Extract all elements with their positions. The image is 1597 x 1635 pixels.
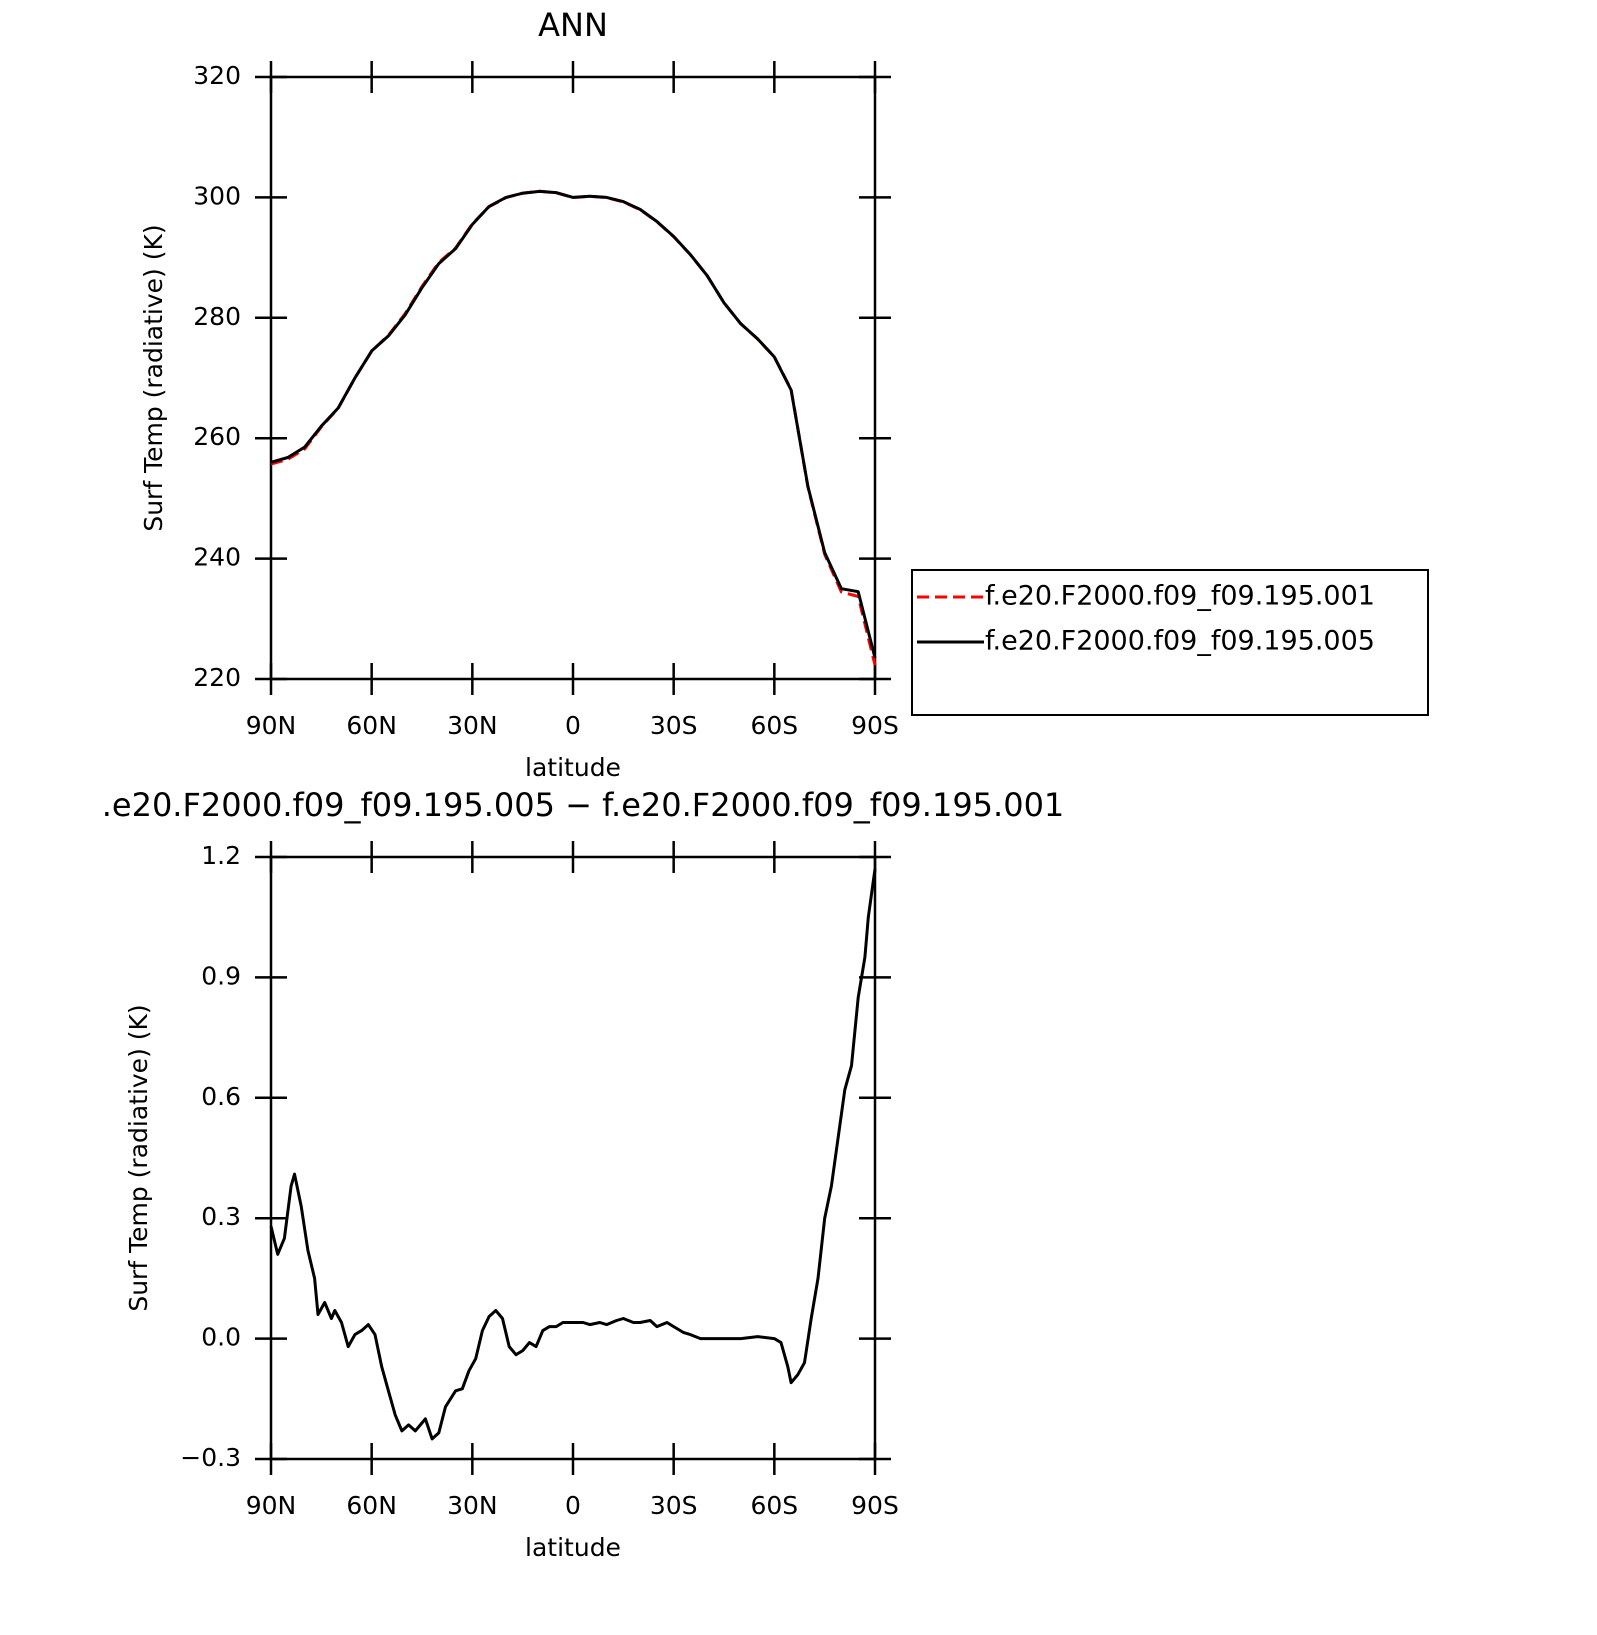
y-tick-label: 320 [193,61,241,90]
data-line [270,189,877,659]
x-tick-label: 30N [447,1491,498,1520]
legend-label: f.e20.F2000.f09_f09.195.005 [985,626,1375,657]
data-line [270,189,877,666]
data-line [269,868,877,1441]
x-axis-label: latitude [525,753,621,782]
y-tick-label: 0.9 [201,961,241,990]
y-tick-label: 240 [193,543,241,572]
x-tick-label: 30N [447,711,498,740]
x-tick-label: 60S [750,1491,798,1520]
plot-frame [269,855,877,1461]
x-tick-label: 60S [750,711,798,740]
x-tick-label: 90S [851,711,899,740]
legend-box [911,569,1429,716]
x-tick-label: 0 [565,1491,581,1520]
x-tick-label: 30S [650,1491,698,1520]
y-tick-label: 1.2 [201,841,241,870]
chart-title: .e20.F2000.f09_f09.195.005 − f.e20.F2000… [102,786,1065,824]
x-tick-label: 0 [565,711,581,740]
x-tick-label: 30S [650,711,698,740]
y-tick-label: 0.0 [201,1323,241,1352]
y-tick-label: 260 [193,422,241,451]
y-tick-label: 220 [193,663,241,692]
y-tick-label: 300 [193,181,241,210]
x-tick-label: 90N [246,1491,297,1520]
legend-label: f.e20.F2000.f09_f09.195.001 [985,581,1375,612]
x-tick-label: 60N [346,711,397,740]
y-tick-label: 0.3 [201,1202,241,1231]
y-tick-label: 280 [193,302,241,331]
x-tick-label: 90S [851,1491,899,1520]
x-tick-label: 60N [346,1491,397,1520]
x-axis-label: latitude [525,1533,621,1562]
y-axis-label: Surf Temp (radiative) (K) [139,224,168,531]
y-axis-label: Surf Temp (radiative) (K) [124,1004,153,1311]
y-tick-label: −0.3 [180,1443,241,1472]
y-tick-label: 0.6 [201,1082,241,1111]
x-tick-label: 90N [246,711,297,740]
chart-title: ANN [538,6,608,44]
